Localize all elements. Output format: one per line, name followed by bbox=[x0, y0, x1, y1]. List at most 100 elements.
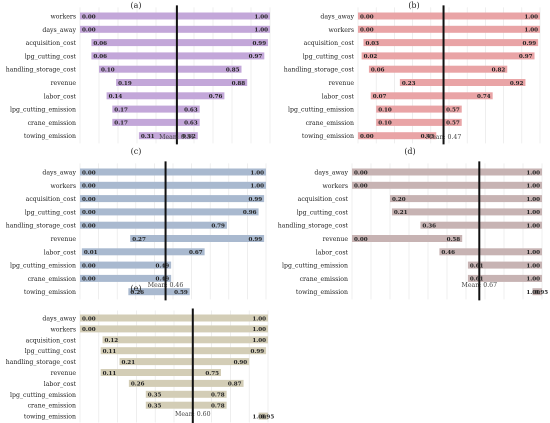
category-label: revenue bbox=[51, 370, 77, 377]
high-value-label: 0.85 bbox=[226, 68, 240, 74]
category-label: labor_cost bbox=[44, 93, 77, 100]
panel-label: (e) bbox=[131, 284, 142, 293]
range-bar bbox=[358, 12, 540, 20]
low-value-label: 0.06 bbox=[93, 54, 107, 60]
low-value-label: 0.00 bbox=[82, 277, 96, 283]
low-value-label: 0.21 bbox=[121, 360, 135, 366]
low-value-label: 0.35 bbox=[148, 393, 162, 399]
range-bar bbox=[80, 25, 270, 33]
high-value-label: 1.00 bbox=[254, 14, 268, 20]
high-value-label: 1.00 bbox=[524, 14, 538, 20]
high-value-label: 1.00 bbox=[252, 316, 266, 322]
high-value-label: 0.78 bbox=[211, 404, 225, 410]
range-bar bbox=[370, 92, 493, 100]
range-bar bbox=[258, 412, 268, 420]
category-label: handling_storage_cost bbox=[278, 223, 349, 230]
high-value-label: 0.88 bbox=[232, 81, 246, 87]
category-label: revenue bbox=[323, 236, 349, 243]
high-value-label: 1.00 bbox=[254, 28, 268, 34]
category-label: revenue bbox=[51, 80, 77, 87]
low-value-label: 0.14 bbox=[109, 94, 123, 100]
low-value-label: 0.11 bbox=[103, 349, 117, 355]
category-label: labor_cost bbox=[44, 381, 77, 388]
panel-label: (d) bbox=[404, 147, 415, 156]
low-value-label: 0.00 bbox=[360, 134, 374, 140]
category-label: acquisition_cost bbox=[26, 337, 77, 344]
range-bar bbox=[358, 25, 540, 33]
range-bar bbox=[138, 132, 198, 140]
high-value-label: 1.00 bbox=[252, 327, 266, 333]
range-bar bbox=[352, 181, 542, 189]
low-value-label: 0.26 bbox=[131, 382, 145, 388]
category-label: crane_emission bbox=[306, 120, 354, 127]
range-bar bbox=[361, 52, 535, 60]
high-value-label: 1.00 bbox=[526, 184, 540, 190]
range-bar bbox=[145, 390, 227, 398]
high-value-label: 0.78 bbox=[211, 393, 225, 399]
low-value-label: 0.00 bbox=[360, 14, 374, 20]
category-label: lpg_cutting_emission bbox=[282, 263, 348, 270]
low-value-label: 0.06 bbox=[371, 68, 385, 74]
category-label: towing_emission bbox=[24, 289, 76, 296]
high-value-label: 0.99 bbox=[249, 197, 263, 203]
chart-panel-1: (a) workers 0.00 1.00 days_away 0.00 1.00 acqui… bbox=[6, 1, 271, 145]
high-value-label: 1.00 bbox=[252, 338, 266, 344]
high-value-label: 1.00 bbox=[526, 263, 540, 269]
category-label: lpg_cutting_cost bbox=[25, 53, 77, 60]
high-value-label: 0.96 bbox=[243, 210, 257, 216]
range-bar bbox=[145, 401, 227, 409]
category-label: crane_emission bbox=[300, 276, 348, 283]
category-label: lpg_cutting_cost bbox=[297, 209, 349, 216]
mean-label: Mean: 0.47 bbox=[426, 134, 462, 141]
high-value-label: 0.67 bbox=[189, 250, 203, 256]
mean-label: Mean: 0.51 bbox=[159, 134, 195, 141]
range-bar bbox=[119, 358, 250, 366]
high-value-label: 1.00 bbox=[250, 170, 264, 176]
panel-label: (c) bbox=[131, 147, 142, 156]
low-value-label: 0.20 bbox=[392, 197, 406, 203]
high-value-label: 0.99 bbox=[249, 237, 263, 243]
mean-label: Mean: 0.67 bbox=[462, 282, 498, 289]
category-label: labor_cost bbox=[322, 93, 355, 100]
low-value-label: 0.17 bbox=[114, 121, 128, 127]
low-value-label: 0.35 bbox=[148, 404, 162, 410]
low-value-label: 0.27 bbox=[132, 237, 146, 243]
range-bar bbox=[128, 288, 190, 296]
high-value-label: 0.97 bbox=[249, 54, 263, 60]
high-value-label: 0.75 bbox=[205, 371, 219, 377]
range-bar bbox=[376, 118, 462, 126]
high-value-label: 0.82 bbox=[492, 68, 506, 74]
range-bar bbox=[80, 168, 266, 176]
category-label: workers bbox=[328, 27, 354, 34]
range-bar bbox=[128, 379, 244, 387]
range-bar bbox=[363, 39, 539, 47]
high-value-label: 0.63 bbox=[184, 107, 198, 113]
category-label: handling_storage_cost bbox=[6, 359, 77, 366]
high-value-label: 0.57 bbox=[446, 121, 460, 127]
range-bar bbox=[130, 235, 265, 242]
category-label: labor_cost bbox=[316, 249, 349, 256]
low-value-label: 0.03 bbox=[365, 41, 379, 47]
low-value-label: 0.00 bbox=[82, 210, 96, 216]
low-value-label: 0.36 bbox=[422, 224, 436, 230]
range-bar bbox=[467, 261, 542, 269]
range-bar bbox=[399, 79, 526, 86]
high-value-label: 0.58 bbox=[447, 237, 461, 243]
category-label: lpg_cutting_cost bbox=[25, 209, 77, 216]
category-label: revenue bbox=[329, 80, 355, 87]
category-label: revenue bbox=[51, 236, 77, 243]
low-value-label: 0.10 bbox=[378, 107, 392, 113]
range-bar bbox=[439, 248, 542, 256]
high-value-label: 0.74 bbox=[477, 94, 491, 100]
high-value-label: 0.43 bbox=[421, 134, 435, 140]
range-bar bbox=[80, 325, 268, 333]
category-label: handling_storage_cost bbox=[6, 67, 77, 74]
range-bar bbox=[91, 39, 269, 47]
range-bar bbox=[80, 314, 268, 322]
category-label: days_away bbox=[42, 170, 76, 177]
low-value-label: 0.00 bbox=[82, 224, 96, 230]
category-label: lpg_cutting_emission bbox=[10, 392, 76, 399]
high-value-label: 0.49 bbox=[156, 263, 170, 269]
category-label: workers bbox=[50, 183, 76, 190]
